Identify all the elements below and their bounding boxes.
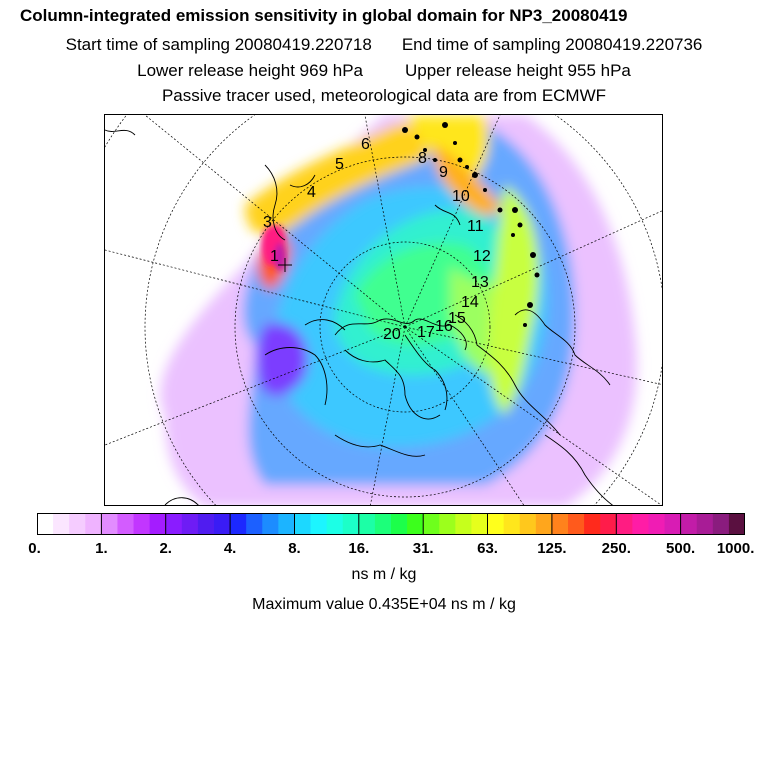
colorbar-tick-label: 63. (477, 540, 498, 557)
plot-title: Column-integrated emission sensitivity i… (20, 6, 628, 25)
colorbar-cell (101, 513, 119, 535)
sensitivity-field (160, 115, 637, 505)
track-label: 9 (439, 164, 448, 181)
colorbar-cell (117, 513, 135, 535)
map-canvas: 1 3 4 5 6 8 9 10 11 12 13 14 15 16 17 20 (105, 115, 662, 505)
colorbar-cell (69, 513, 86, 535)
track-label: 12 (473, 248, 491, 265)
colorbar-cell (133, 513, 151, 535)
colorbar-cell (53, 513, 70, 535)
lower-release-height: Lower release height 969 hPa (137, 61, 363, 80)
track-label: 20 (383, 326, 401, 343)
colorbar-cell (584, 513, 601, 535)
colorbar-cell (391, 513, 408, 535)
track-label: 8 (418, 150, 427, 167)
track-label: 15 (448, 310, 466, 327)
colorbar-cell (326, 513, 344, 535)
colorbar-cell (680, 513, 698, 535)
track-label: 6 (361, 136, 370, 153)
colorbar-cells (37, 513, 745, 535)
colorbar-cell (519, 513, 537, 535)
colorbar-frame (37, 513, 745, 535)
colorbar-tick-label: 8. (288, 540, 301, 557)
colorbar-cell (664, 513, 682, 535)
colorbar-cell (455, 513, 473, 535)
release-point-marker (278, 258, 292, 272)
colorbar-cell (294, 513, 312, 535)
colorbar-units: ns m / kg (351, 566, 417, 583)
colorbar-tick-label: 125. (537, 540, 567, 557)
colorbar-cell (165, 513, 183, 535)
colorbar-cell (600, 513, 617, 535)
colorbar-cell (696, 513, 714, 535)
colorbar-cell (85, 513, 102, 535)
track-label: 14 (461, 294, 479, 311)
colorbar-cell (214, 513, 231, 535)
colorbar-cell (632, 513, 650, 535)
colorbar-cell (503, 513, 521, 535)
colorbar-cell (197, 513, 215, 535)
start-time: Start time of sampling 20080419.220718 (65, 35, 372, 54)
colorbar-tick-label: 500. (666, 540, 696, 557)
colorbar-cell (535, 513, 553, 535)
colorbar-cell (439, 513, 456, 535)
track-label: 3 (263, 214, 272, 231)
colorbar-tick-label: 250. (601, 540, 631, 557)
colorbar-dividers (100, 513, 682, 535)
colorbar-tick-label: 0. (28, 540, 41, 557)
colorbar-cell (230, 513, 247, 535)
colorbar-tick-label: 16. (348, 540, 370, 557)
track-label: 4 (307, 184, 316, 201)
colorbar-cell (310, 513, 328, 535)
colorbar-cell (471, 513, 489, 535)
colorbar-cell (648, 513, 666, 535)
colorbar-cell (487, 513, 505, 535)
colorbar-cell (149, 513, 167, 535)
track-label: 10 (452, 188, 470, 205)
colorbar-cell (728, 513, 745, 535)
colorbar-tick-label: 4. (223, 540, 237, 557)
colorbar-tick-label: 31. (412, 540, 434, 557)
graticule (105, 115, 662, 505)
upper-release-height: Upper release height 955 hPa (405, 61, 631, 80)
end-time: End time of sampling 20080419.220736 (401, 35, 703, 54)
sampling-times: Start time of sampling 20080419.220718 En… (0, 35, 768, 55)
track-labels: 1 3 4 5 6 8 9 10 11 12 13 14 15 16 17 20 (263, 136, 491, 343)
colorbar-tick-label: 1000. (716, 540, 755, 557)
coastlines (105, 129, 614, 505)
track-label: 11 (467, 218, 484, 235)
release-heights: Lower release height 969 hPa Upper releas… (0, 61, 768, 81)
colorbar-cell (568, 513, 585, 535)
colorbar-cell (181, 513, 199, 535)
colorbar-tick-label: 2. (159, 540, 172, 557)
colorbar-cell (712, 513, 730, 535)
colorbar-cell (374, 513, 392, 535)
polar-map: 1 3 4 5 6 8 9 10 11 12 13 14 15 16 17 20 (104, 114, 663, 506)
colorbar-cell (616, 513, 633, 535)
colorbar-cell (246, 513, 263, 535)
colorbar-cell (342, 513, 360, 535)
track-label: 1 (270, 248, 279, 265)
colorbar-cell (278, 513, 296, 535)
colorbar-cell (407, 513, 424, 535)
colorbar-cell (37, 513, 54, 535)
track-label: 17 (417, 324, 435, 341)
colorbar-cell (262, 513, 279, 535)
track-label: 16 (435, 318, 453, 335)
track-label: 13 (471, 274, 489, 291)
track-label: 5 (335, 156, 344, 173)
tracer-note: Passive tracer used, meteorological data… (161, 86, 607, 105)
colorbar (37, 513, 745, 535)
colorbar-cell (423, 513, 440, 535)
maximum-value: Maximum value 0.435E+04 ns m / kg (252, 596, 516, 613)
colorbar-tick-label: 1. (95, 540, 108, 557)
colorbar-cell (551, 513, 569, 535)
colorbar-cell (358, 513, 376, 535)
